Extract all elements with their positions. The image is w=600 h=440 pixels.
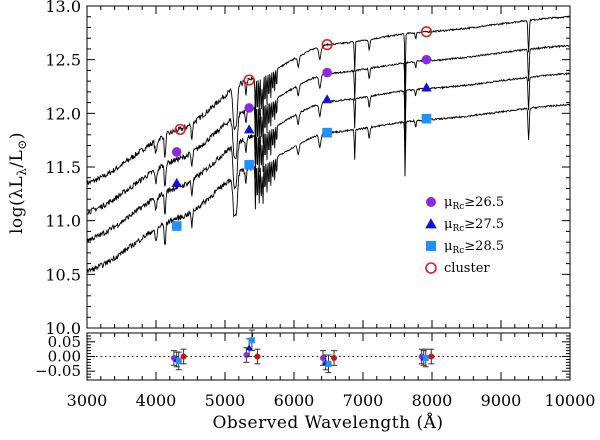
data-point-1-0: [171, 147, 182, 157]
y-axis-title: log(λLλ/L⊙): [7, 132, 29, 234]
y-axis-title-post: ): [7, 132, 27, 139]
x-tick-label-2: 5000: [205, 391, 246, 410]
data-point-1-1: [244, 103, 254, 113]
legend-item-mu285: μRc≥28.5: [426, 239, 504, 256]
legend-symbol-1: [425, 218, 437, 229]
residual-point-3-1: [254, 353, 261, 360]
y-tick-label-2: 11.0: [45, 212, 81, 231]
legend-symbol-0: [426, 197, 436, 207]
data-point-2-0: [171, 177, 182, 187]
y-axis-title-Lsun: L: [7, 150, 27, 162]
x-tick-label-3: 6000: [274, 391, 315, 410]
y-tick-label-3: 11.5: [45, 158, 81, 177]
data-point-1-2: [322, 67, 332, 78]
residual-point-2-3: [422, 354, 429, 361]
y-tick-label-1: 10.5: [45, 265, 81, 284]
y-axis-title-sub-sun: ⊙: [15, 139, 29, 150]
x-tick-label-0: 3000: [67, 391, 108, 410]
residual-point-2-0: [175, 357, 182, 364]
legend-marker-purple-circle: [426, 197, 436, 207]
residual-point-1-1: [245, 344, 253, 351]
res-y-tick-label-0: −0.05: [35, 362, 81, 380]
residual-point-0-2: [319, 354, 326, 361]
legend-label-mu285: μRc≥28.5: [444, 239, 504, 256]
spectrum-line-0: [86, 15, 571, 186]
legend-marker-lightblue-square: [426, 241, 436, 251]
residual-point-2-2: [325, 360, 332, 367]
legend-label-mu275: μRc≥27.5: [444, 217, 504, 234]
y-axis-title-sub-lambda: λ: [15, 168, 29, 176]
legend-item-mu275: μRc≥27.5: [425, 217, 504, 234]
legend-symbol-3: [425, 262, 437, 274]
y-axis-title-pre: log(: [7, 199, 27, 234]
y-axis-title-slash: /: [7, 161, 27, 167]
y-tick-label-6: 13.0: [45, 0, 81, 16]
labels-layer: 3000 4000 5000 6000 7000 8000 9000 10000 10.0 10.…: [35, 0, 595, 410]
data-point-2-1: [243, 124, 255, 134]
legend-item-mu265: μRc≥26.5: [426, 195, 504, 212]
data-point-0-2: [321, 39, 333, 51]
x-tick-label-1: 4000: [136, 391, 177, 410]
residual-layer: [87, 329, 570, 374]
data-point-3-3: [421, 113, 432, 124]
data-point-3-2: [322, 127, 332, 138]
legend-symbol-2: [426, 241, 436, 251]
y-axis-title-lambda: λ: [7, 188, 27, 199]
residual-point-3-3: [428, 353, 435, 360]
data-point-1-3: [421, 54, 432, 65]
x-tick-label-5: 8000: [412, 391, 453, 410]
y-tick-label-5: 12.5: [45, 51, 81, 70]
data-point-2-2: [321, 94, 333, 104]
data-point-0-3: [420, 26, 433, 38]
axes-layer: [86, 5, 571, 381]
y-axis-title-L: L: [7, 176, 27, 188]
legend: μRc≥26.5 μRc≥27.5 μRc≥28.5 cluster: [425, 195, 504, 276]
data-point-3-1: [244, 160, 254, 170]
x-tick-label-7: 10000: [545, 391, 596, 410]
data-point-0-1: [243, 74, 255, 86]
residual-point-3-0: [180, 353, 187, 360]
y-tick-label-0: 10.0: [45, 319, 81, 338]
data-point-3-0: [171, 221, 182, 231]
x-tick-label-6: 9000: [481, 391, 522, 410]
res-y-tick-label-2: 0.05: [48, 333, 81, 351]
legend-marker-red-open-circle: [425, 262, 437, 274]
residual-point-0-1: [243, 352, 250, 359]
x-axis-title: Observed Wavelength (Å): [212, 412, 443, 433]
data-point-0-0: [174, 123, 186, 136]
res-y-tick-label-1: 0.00: [48, 348, 81, 366]
y-tick-label-4: 12.0: [45, 104, 81, 123]
residual-point-2-1: [248, 337, 255, 344]
x-tick-label-4: 7000: [343, 391, 384, 410]
legend-item-cluster: cluster: [425, 261, 490, 276]
legend-label-mu265: μRc≥26.5: [444, 195, 504, 212]
spectra-layer: [86, 15, 571, 274]
legend-label-cluster: cluster: [444, 261, 490, 276]
legend-marker-blue-triangle: [425, 218, 437, 229]
points-layer: [171, 26, 433, 231]
data-point-2-3: [421, 82, 432, 92]
residual-point-3-2: [331, 354, 338, 361]
